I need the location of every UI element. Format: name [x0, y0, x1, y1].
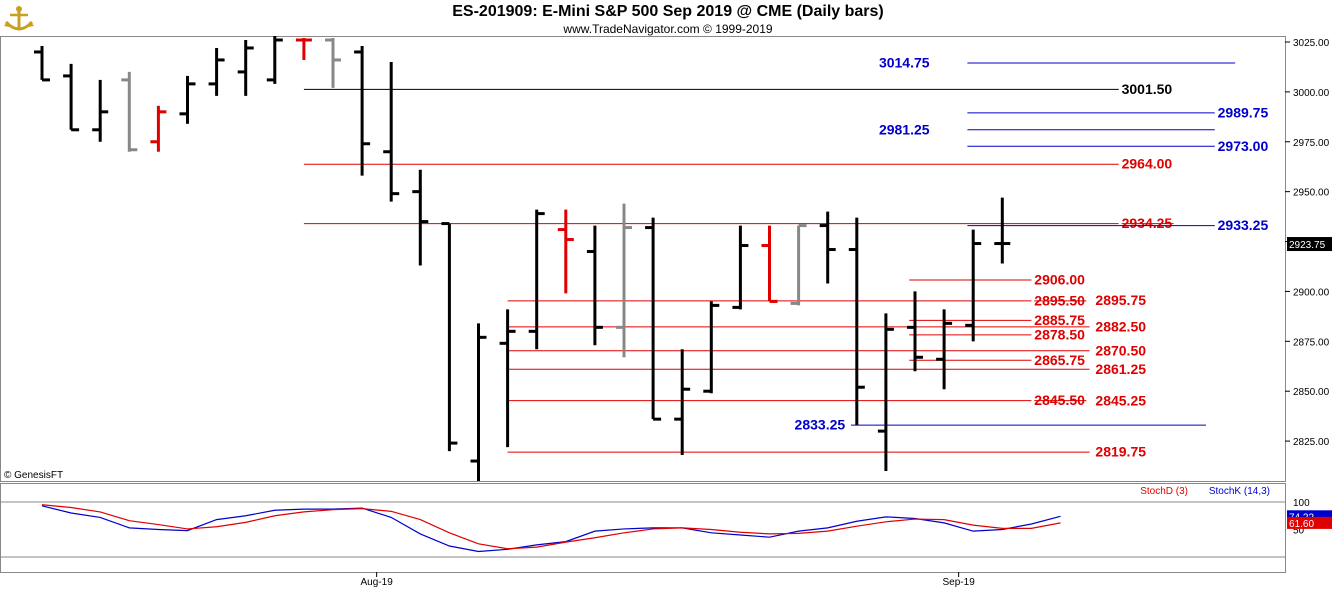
price-tick-label: 2850.00	[1293, 387, 1330, 398]
price-tick-label: 2825.00	[1293, 437, 1330, 448]
level-label: 2833.25	[795, 417, 846, 433]
level-label: 2885.75	[1034, 312, 1085, 328]
level-label: 2882.50	[1095, 318, 1146, 334]
level-label: 2933.25	[1218, 217, 1269, 233]
level-label: 2906.00	[1034, 271, 1085, 287]
chart-subtitle: www.TradeNavigator.com © 1999-2019	[563, 22, 773, 36]
level-label: 2989.75	[1218, 104, 1269, 120]
level-label: 3014.75	[879, 54, 930, 70]
level-label: 2964.00	[1122, 156, 1173, 172]
price-tick-label: 2900.00	[1293, 287, 1330, 298]
level-label: 2819.75	[1095, 444, 1146, 460]
price-axis: 3025.003000.002975.002950.002925.002900.…	[1285, 38, 1332, 448]
level-label: 2895.75	[1095, 292, 1146, 308]
date-axis: Aug-19 Sep-19	[361, 572, 976, 588]
chart-frame: © GenesisFT	[0, 36, 1286, 573]
level-label: 3001.50	[1122, 81, 1173, 97]
date-tick-label: Aug-19	[361, 577, 394, 588]
stoch-series-line	[41, 505, 1061, 553]
price-panel-border	[0, 36, 1286, 482]
price-tick-label: 3000.00	[1293, 88, 1330, 99]
level-label: 2861.25	[1095, 361, 1146, 377]
price-tick-label: 2875.00	[1293, 337, 1330, 348]
date-tick-label: Sep-19	[943, 577, 976, 588]
price-tick-label: 2950.00	[1293, 188, 1330, 199]
chart-title: ES-201909: E-Mini S&P 500 Sep 2019 @ CME…	[452, 3, 884, 20]
stoch-last-box	[1287, 516, 1332, 529]
stochK-legend: StochK (14,3)	[1209, 486, 1270, 497]
stoch-series-line	[41, 504, 1061, 550]
price-tick-label: 3025.00	[1293, 38, 1330, 49]
last-price-box	[1287, 237, 1332, 252]
level-label: 2865.75	[1034, 352, 1085, 368]
stoch-tick-label: 100	[1293, 498, 1310, 509]
level-label: 2973.00	[1218, 138, 1269, 154]
price-bars	[34, 36, 1011, 481]
price-levels: 3014.75 3001.50 2989.75 2981.25 2973.00 2964.…	[303, 54, 1269, 460]
level-label: 2870.50	[1095, 342, 1146, 358]
stoch-panel-border	[0, 483, 1286, 573]
level-label: 2878.50	[1034, 326, 1085, 342]
stoch-tick-label: 50	[1293, 526, 1305, 537]
last-price-label: 2923.75	[1289, 240, 1326, 251]
stoch-last-label: 61.60	[1289, 519, 1314, 530]
copyright-label: © GenesisFT	[4, 470, 63, 481]
price-tick-label: 2975.00	[1293, 138, 1330, 149]
stochD-legend: StochD (3)	[1140, 486, 1188, 497]
level-label: 2981.25	[879, 121, 930, 137]
trade-navigator-logo	[4, 6, 34, 31]
level-label: 2845.25	[1095, 393, 1146, 409]
